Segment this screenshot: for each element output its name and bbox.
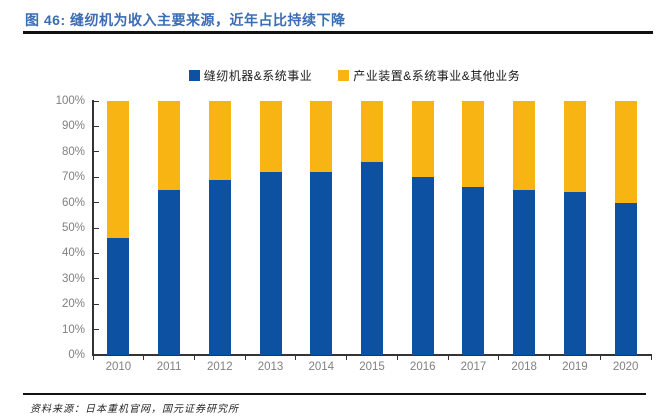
x-axis-tick <box>143 356 145 360</box>
x-axis-tick <box>498 356 500 360</box>
bar-segment-industrial-2010 <box>107 101 130 239</box>
y-axis-tick-label: 70% <box>61 171 85 184</box>
x-axis-tick <box>92 356 94 360</box>
x-axis-tick-label: 2013 <box>257 361 284 373</box>
x-axis-tick <box>549 356 551 360</box>
x-axis-tick-label: 2019 <box>562 361 588 373</box>
bar-segment-industrial-2019 <box>563 101 586 193</box>
y-axis-tick-label: 90% <box>61 120 85 133</box>
y-axis-tick-label: 50% <box>61 222 85 234</box>
y-axis-tick <box>94 278 99 280</box>
legend-label: 产业装置&系统事业&其他业务 <box>353 68 521 83</box>
y-axis-tick-label: 80% <box>61 145 85 158</box>
bar-segment-sewing-2010 <box>107 238 130 355</box>
x-axis-tick-label: 2017 <box>460 361 487 373</box>
y-axis-tick <box>94 252 99 254</box>
y-axis-tick-label: 100% <box>55 95 85 107</box>
legend-swatch-yellow <box>338 69 350 81</box>
x-axis-tick-label: 2012 <box>207 361 233 373</box>
x-axis-line <box>92 354 652 356</box>
x-axis-tick <box>295 356 297 360</box>
bar-segment-sewing-2016 <box>411 177 434 355</box>
title-divider-double-rule <box>23 31 653 34</box>
x-axis-tick <box>447 356 449 360</box>
x-axis-tick <box>599 356 601 360</box>
y-axis-tick <box>94 329 99 331</box>
y-axis-tick <box>94 303 99 305</box>
bar-segment-industrial-2012 <box>208 101 231 180</box>
bar-segment-industrial-2020 <box>614 101 637 203</box>
bar-segment-sewing-2020 <box>614 202 637 355</box>
y-axis-tick <box>94 202 99 204</box>
y-axis-tick-label: 10% <box>61 323 85 336</box>
legend-label: 缝纫机器&系统事业 <box>203 68 313 83</box>
bar-segment-industrial-2014 <box>310 101 333 173</box>
x-axis-tick-label: 2020 <box>612 361 639 373</box>
y-axis-tick-label: 20% <box>61 298 85 311</box>
chart-legend: 缝纫机器&系统事业 产业装置&系统事业&其他业务 <box>0 66 659 84</box>
x-axis-tick-label: 2016 <box>409 361 436 373</box>
bar-segment-industrial-2017 <box>462 101 485 188</box>
bar-segment-sewing-2014 <box>310 172 333 355</box>
bar-segment-sewing-2012 <box>208 179 231 355</box>
legend-item-sewing-machine: 缝纫机器&系统事业 <box>188 67 313 84</box>
bar-segment-industrial-2016 <box>411 101 434 178</box>
footer-divider-rule <box>23 393 646 395</box>
x-axis-tick-label: 2014 <box>308 361 335 373</box>
bar-segment-industrial-2018 <box>513 101 536 190</box>
y-axis-line <box>92 100 94 356</box>
x-axis-tick <box>396 356 398 360</box>
bar-segment-sewing-2017 <box>462 187 485 355</box>
y-axis-tick-label: 60% <box>61 196 85 209</box>
x-axis-tick <box>193 356 195 360</box>
x-axis-tick-label: 2018 <box>511 361 537 373</box>
bar-segment-industrial-2015 <box>361 101 383 162</box>
bar-segment-sewing-2013 <box>259 172 282 355</box>
legend-swatch-blue <box>188 69 200 81</box>
source-note: 资料来源：日本重机官网，国元证券研究所 <box>30 404 239 415</box>
bar-segment-sewing-2011 <box>158 189 181 355</box>
bar-segment-sewing-2015 <box>361 161 383 355</box>
y-axis-tick <box>94 151 99 153</box>
figure-title: 图 46: 缝纫机为收入主要来源，近年占比持续下降 <box>25 12 346 28</box>
x-axis-tick-label: 2015 <box>359 361 385 373</box>
y-axis-tick-label: 40% <box>61 247 85 260</box>
y-axis-tick-label: 0% <box>68 349 85 361</box>
x-axis-tick <box>244 356 246 360</box>
x-axis-tick-label: 2010 <box>105 361 132 373</box>
y-axis-tick <box>94 125 99 127</box>
y-axis-tick <box>94 227 99 229</box>
y-axis-tick <box>94 354 99 356</box>
x-axis-tick-label: 2011 <box>156 361 182 373</box>
y-axis-tick <box>94 176 99 178</box>
bar-segment-sewing-2019 <box>563 192 586 355</box>
bar-segment-sewing-2018 <box>513 189 536 355</box>
y-axis-tick-label: 30% <box>61 272 85 285</box>
x-axis-tick <box>650 356 652 360</box>
y-axis-tick <box>94 100 99 102</box>
bar-segment-industrial-2013 <box>259 101 282 173</box>
x-axis-tick <box>346 356 348 360</box>
bar-segment-industrial-2011 <box>158 101 181 190</box>
legend-item-industrial-equipment: 产业装置&系统事业&其他业务 <box>338 67 520 84</box>
